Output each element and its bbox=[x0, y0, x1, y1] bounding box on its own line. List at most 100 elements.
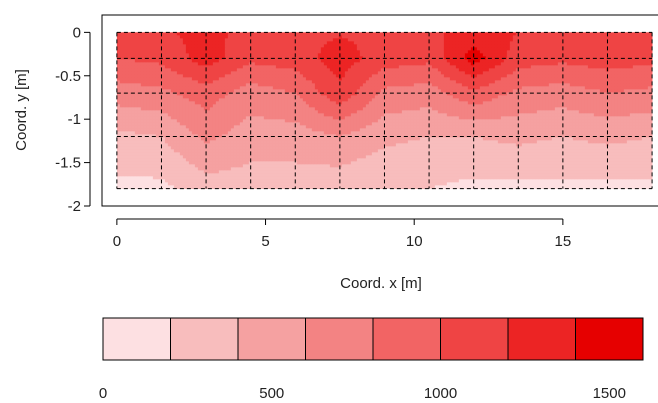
heatmap-cell bbox=[308, 65, 313, 69]
heatmap-cell bbox=[431, 59, 436, 63]
heatmap-cell bbox=[455, 89, 460, 93]
heatmap-cell bbox=[542, 92, 547, 96]
heatmap-cell bbox=[482, 89, 487, 93]
heatmap-cell bbox=[446, 38, 451, 42]
heatmap-cell bbox=[116, 68, 121, 72]
heatmap-cell bbox=[464, 44, 469, 48]
heatmap-cell bbox=[431, 35, 436, 39]
heatmap-cell bbox=[233, 89, 238, 93]
heatmap-cell bbox=[566, 86, 571, 90]
heatmap-cell bbox=[542, 44, 547, 48]
heatmap-cell bbox=[572, 110, 577, 114]
heatmap-cell bbox=[116, 32, 121, 36]
heatmap-cell bbox=[431, 65, 436, 69]
heatmap-cell bbox=[128, 62, 133, 66]
heatmap-cell bbox=[161, 110, 166, 114]
heatmap-cell bbox=[314, 71, 319, 75]
heatmap-cell bbox=[569, 98, 574, 102]
heatmap-cell bbox=[299, 35, 304, 39]
heatmap-cell bbox=[461, 101, 466, 105]
heatmap-cell bbox=[197, 83, 202, 87]
heatmap-cell bbox=[287, 65, 292, 69]
heatmap-cell bbox=[140, 77, 145, 81]
heatmap-cell bbox=[428, 110, 433, 114]
heatmap-cell bbox=[329, 74, 334, 78]
heatmap-cell bbox=[197, 98, 202, 102]
heatmap-cell bbox=[356, 113, 361, 117]
heatmap-cell bbox=[380, 68, 385, 72]
heatmap-cell bbox=[335, 92, 340, 96]
heatmap-cell bbox=[374, 50, 379, 54]
heatmap-cell bbox=[305, 68, 310, 72]
heatmap-cell bbox=[347, 65, 352, 69]
heatmap-cell bbox=[125, 62, 130, 66]
heatmap-cell bbox=[590, 53, 595, 57]
heatmap-cell bbox=[299, 80, 304, 84]
heatmap-cell bbox=[302, 110, 307, 114]
heatmap-cell bbox=[413, 80, 418, 84]
heatmap-cell bbox=[590, 86, 595, 90]
heatmap-cell bbox=[401, 41, 406, 45]
heatmap-cell bbox=[194, 62, 199, 66]
heatmap-cell bbox=[470, 77, 475, 81]
heatmap-cell bbox=[242, 59, 247, 63]
heatmap-cell bbox=[344, 104, 349, 108]
heatmap-cell bbox=[455, 92, 460, 96]
heatmap-cell bbox=[239, 92, 244, 96]
heatmap-cell bbox=[209, 68, 214, 72]
heatmap-cell bbox=[479, 38, 484, 42]
heatmap-cell bbox=[455, 98, 460, 102]
heatmap-cell bbox=[638, 101, 643, 105]
heatmap-cell bbox=[245, 56, 250, 60]
heatmap-cell bbox=[416, 44, 421, 48]
heatmap-cell bbox=[221, 77, 226, 81]
heatmap-cell bbox=[497, 71, 502, 75]
heatmap-cell bbox=[206, 77, 211, 81]
heatmap-cell bbox=[530, 101, 535, 105]
heatmap-cell bbox=[323, 104, 328, 108]
heatmap-cell bbox=[284, 110, 289, 114]
heatmap-cell bbox=[116, 38, 121, 42]
heatmap-cell bbox=[461, 113, 466, 117]
heatmap-cell bbox=[539, 47, 544, 51]
heatmap-cell bbox=[464, 71, 469, 75]
heatmap-cell bbox=[140, 110, 145, 114]
heatmap-cell bbox=[440, 47, 445, 51]
heatmap-cell bbox=[164, 86, 169, 90]
heatmap-cell bbox=[452, 110, 457, 114]
heatmap-cell bbox=[581, 65, 586, 69]
heatmap-cell bbox=[464, 68, 469, 72]
heatmap-cell bbox=[224, 98, 229, 102]
heatmap-cell bbox=[584, 80, 589, 84]
heatmap-cell bbox=[371, 44, 376, 48]
heatmap-cell bbox=[173, 59, 178, 63]
heatmap-cell bbox=[323, 89, 328, 93]
heatmap-cell bbox=[137, 35, 142, 39]
heatmap-cell bbox=[626, 95, 631, 99]
heatmap-cell bbox=[464, 56, 469, 60]
heatmap-cell bbox=[587, 98, 592, 102]
heatmap-cell bbox=[629, 95, 634, 99]
heatmap-cell bbox=[362, 89, 367, 93]
heatmap-cell bbox=[140, 62, 145, 66]
heatmap-cell bbox=[320, 77, 325, 81]
heatmap-cell bbox=[314, 53, 319, 57]
heatmap-cell bbox=[119, 44, 124, 48]
heatmap-cell bbox=[377, 53, 382, 57]
heatmap-cell bbox=[521, 74, 526, 78]
heatmap-cell bbox=[152, 95, 157, 99]
heatmap-cell bbox=[557, 98, 562, 102]
heatmap-cell bbox=[362, 41, 367, 45]
heatmap-cell bbox=[332, 71, 337, 75]
heatmap-cell bbox=[164, 80, 169, 84]
heatmap-cell bbox=[491, 35, 496, 39]
heatmap-cell bbox=[578, 32, 583, 36]
heatmap-cell bbox=[155, 95, 160, 99]
heatmap-cell bbox=[530, 86, 535, 90]
heatmap-cell bbox=[560, 86, 565, 90]
heatmap-cell bbox=[194, 92, 199, 96]
heatmap-cell bbox=[521, 50, 526, 54]
heatmap-cell bbox=[251, 104, 256, 108]
heatmap-cell bbox=[584, 71, 589, 75]
heatmap-cell bbox=[398, 113, 403, 117]
